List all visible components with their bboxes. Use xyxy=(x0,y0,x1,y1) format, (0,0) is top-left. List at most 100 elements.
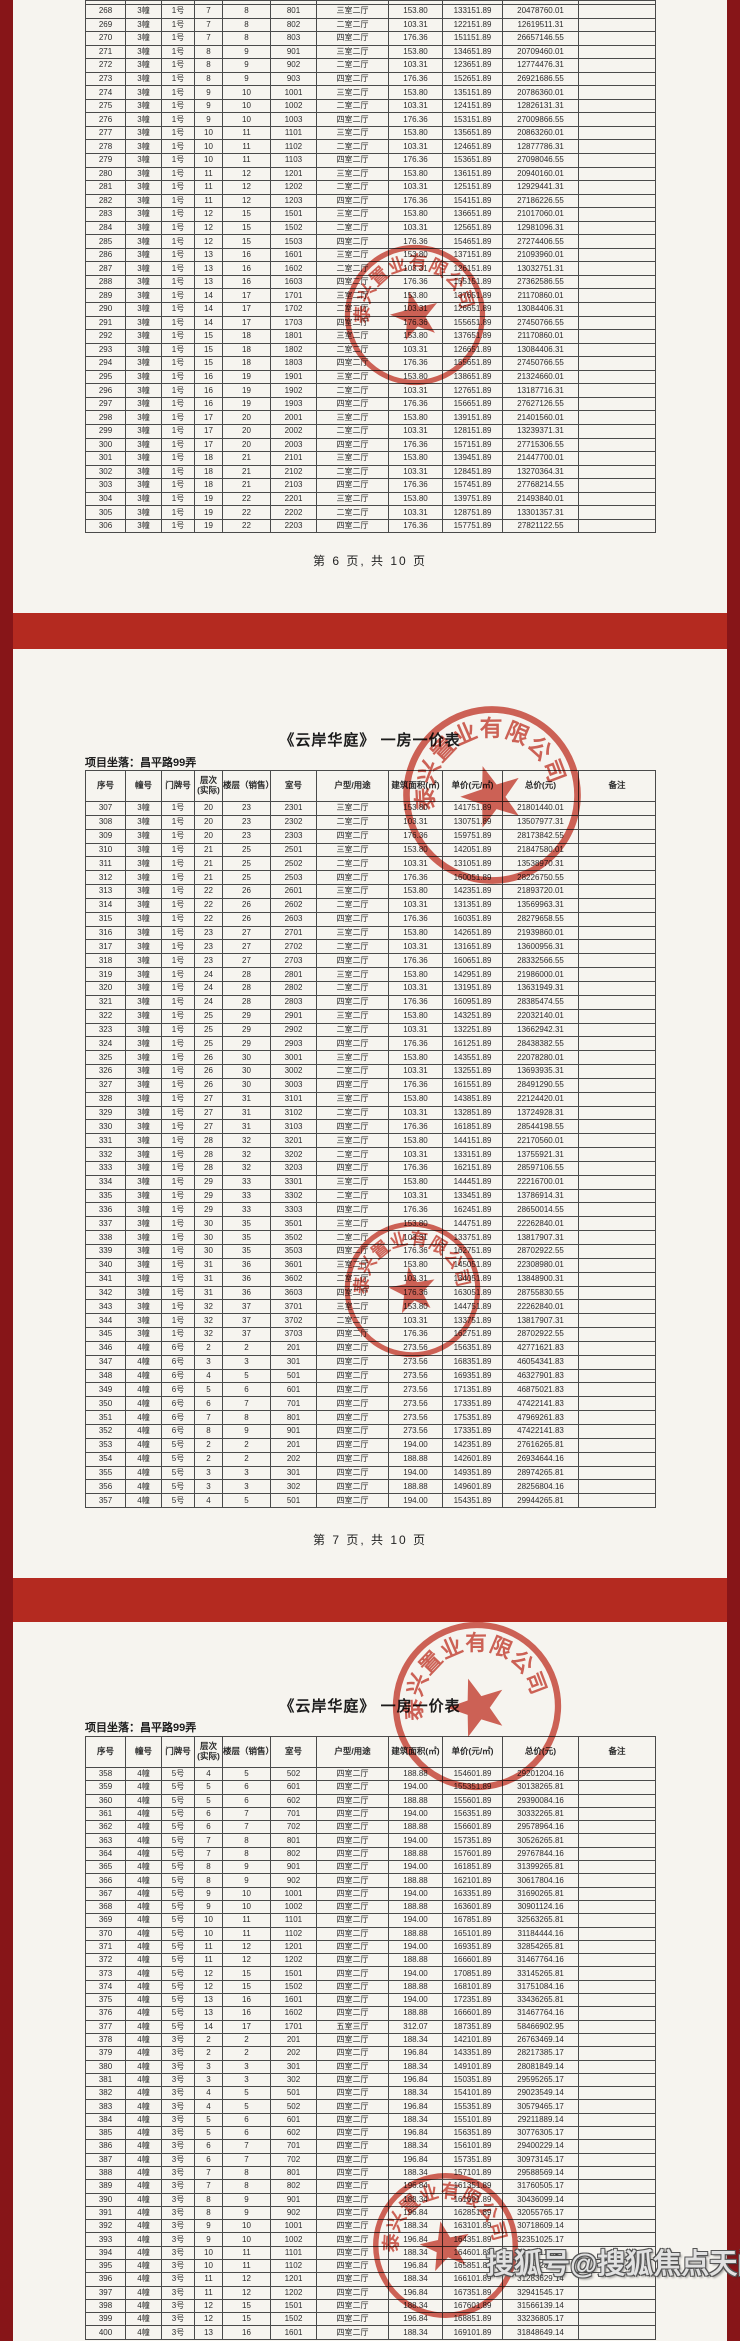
table-cell: 四室二厅 xyxy=(316,2272,389,2287)
table-cell: 361 xyxy=(85,1806,126,1822)
table-cell: 7 xyxy=(194,1833,223,1848)
table-cell: 1号 xyxy=(161,125,195,141)
table-cell: 8 xyxy=(222,1846,271,1862)
table-cell: 20 xyxy=(194,801,223,816)
table-cell: 1号 xyxy=(161,58,195,73)
table-cell: 161551.89 xyxy=(442,1077,503,1093)
table-cell: 187351.89 xyxy=(442,2019,503,2034)
table-cell: 137651.89 xyxy=(442,288,503,304)
table-cell: 153151.89 xyxy=(442,112,503,127)
table-cell: 22124420.01 xyxy=(502,1091,579,1107)
table-cell: 330 xyxy=(85,1119,126,1135)
table-row: 378 4幢 3号 2 2 201 四室二厅 188.34 142101.89 26763469.… xyxy=(85,2032,656,2048)
table-cell: 28217385.17 xyxy=(502,2046,579,2061)
table-cell: 28 xyxy=(222,967,271,982)
table-cell: 173351.89 xyxy=(442,1396,503,1412)
table-cell xyxy=(578,1410,656,1425)
table-cell: 16 xyxy=(222,1993,271,2008)
table-row: 288 3幢 1号 13 16 1603 四室二厅 176.36 155151.89 273625… xyxy=(85,274,656,290)
table-cell xyxy=(578,1257,656,1273)
table-cell: 317 xyxy=(85,939,126,955)
table-row: 322 3幢 1号 25 29 2901 三室二厅 153.80 143251.89 220321… xyxy=(85,1008,656,1024)
table-cell: 163051.89 xyxy=(442,1285,503,1301)
table-cell: 7 xyxy=(194,1846,223,1862)
table-cell: 16 xyxy=(222,274,271,290)
table-cell: 4幢 xyxy=(125,1873,162,1888)
table-cell: 381 xyxy=(85,2072,126,2088)
table-cell: 1701 xyxy=(270,2019,317,2034)
table-cell: 188.88 xyxy=(388,1820,443,1835)
table-cell: 2801 xyxy=(270,967,317,982)
table-cell: 1801 xyxy=(270,329,317,344)
table-row: 340 3幢 1号 31 36 3601 三室二厅 153.80 145051.89 223089… xyxy=(85,1257,656,1273)
table-cell: 3幢 xyxy=(125,4,162,19)
table-cell: 30 xyxy=(194,1230,223,1245)
table-cell: 133151.89 xyxy=(442,1147,503,1162)
table-cell: 329 xyxy=(85,1105,126,1121)
table-cell: 4幢 xyxy=(125,1899,162,1915)
table-row: 360 4幢 5号 5 6 602 四室二厅 188.88 155601.89 29390084.… xyxy=(85,1793,656,1808)
table-cell: 15 xyxy=(194,329,223,344)
table-cell: 4幢 xyxy=(125,1766,162,1782)
table-cell: 126651.89 xyxy=(442,342,503,358)
table-cell: 27 xyxy=(194,1119,223,1135)
table-cell: 2901 xyxy=(270,1008,317,1024)
table-cell: 22 xyxy=(194,897,223,913)
table-cell: 3幢 xyxy=(125,1244,162,1259)
table-cell: 162751.89 xyxy=(442,1244,503,1259)
table-cell: 26657146.55 xyxy=(502,31,579,46)
table-cell: 27627126.55 xyxy=(502,396,579,412)
table-cell: 8 xyxy=(222,2179,271,2194)
table-cell: 3幢 xyxy=(125,396,162,412)
table-cell: 10 xyxy=(222,85,271,100)
table-cell: 四室二厅 xyxy=(316,1119,389,1135)
table-cell: 19 xyxy=(194,518,223,534)
table-cell: 33145265.81 xyxy=(502,1966,579,1981)
table-cell: 161251.89 xyxy=(442,1036,503,1052)
table-row: 376 4幢 5号 13 16 1602 四室二厅 188.88 166601.89 314677… xyxy=(85,2006,656,2021)
table-cell: 三室二厅 xyxy=(316,4,389,19)
table-cell: 四室二厅 xyxy=(316,1780,389,1795)
table-cell: 13724928.31 xyxy=(502,1105,579,1121)
table-cell: 20 xyxy=(222,423,271,439)
table-cell: 339 xyxy=(85,1244,126,1259)
table-cell: 四室二厅 xyxy=(316,2312,389,2327)
table-cell: 三室二厅 xyxy=(316,1133,389,1149)
table-cell: 3幢 xyxy=(125,383,162,398)
table-cell: 12 xyxy=(194,220,223,236)
table-cell: 162451.89 xyxy=(442,1202,503,1218)
table-cell: 3101 xyxy=(270,1091,317,1107)
table-cell: 4 xyxy=(194,1493,223,1509)
table-row: 285 3幢 1号 12 15 1503 四室二厅 176.36 154651.89 272744… xyxy=(85,234,656,249)
table-cell: 3 xyxy=(222,1354,271,1370)
table-cell: 5号 xyxy=(161,1886,195,1901)
table-cell: 301 xyxy=(270,2059,317,2074)
table-cell: 28385474.55 xyxy=(502,994,579,1010)
table-cell: 3幢 xyxy=(125,1022,162,1038)
table-cell: 338 xyxy=(85,1230,126,1245)
table-cell: 1号 xyxy=(161,437,195,453)
table-row: 352 4幢 6号 8 9 901 四室二厅 273.56 173351.89 47422141.… xyxy=(85,1423,656,1439)
table-cell: 131351.89 xyxy=(442,897,503,913)
table-cell: 4幢 xyxy=(125,2258,162,2274)
table-cell: 3幢 xyxy=(125,967,162,982)
table-cell: 27186226.55 xyxy=(502,193,579,209)
table-cell: 12 xyxy=(222,180,271,195)
project-location: 项目坐落：昌平路99弄 xyxy=(85,1719,196,1735)
table-cell xyxy=(578,1793,656,1808)
table-cell xyxy=(578,329,656,344)
table-cell xyxy=(578,4,656,19)
table-cell: 20478760.01 xyxy=(502,4,579,19)
table-cell: 142051.89 xyxy=(442,842,503,858)
table-cell: 103.31 xyxy=(388,897,443,913)
table-cell: 1号 xyxy=(161,1008,195,1024)
table-cell: 333 xyxy=(85,1160,126,1176)
table-cell: 20 xyxy=(194,814,223,830)
table-cell: 3号 xyxy=(161,2112,195,2128)
table-cell: 103.31 xyxy=(388,856,443,872)
table-cell: 202 xyxy=(270,2046,317,2061)
table-cell: 5号 xyxy=(161,1820,195,1835)
table-cell: 277 xyxy=(85,125,126,141)
table-cell: 268 xyxy=(85,4,126,19)
column-header: 单价(元/㎡) xyxy=(442,770,503,802)
